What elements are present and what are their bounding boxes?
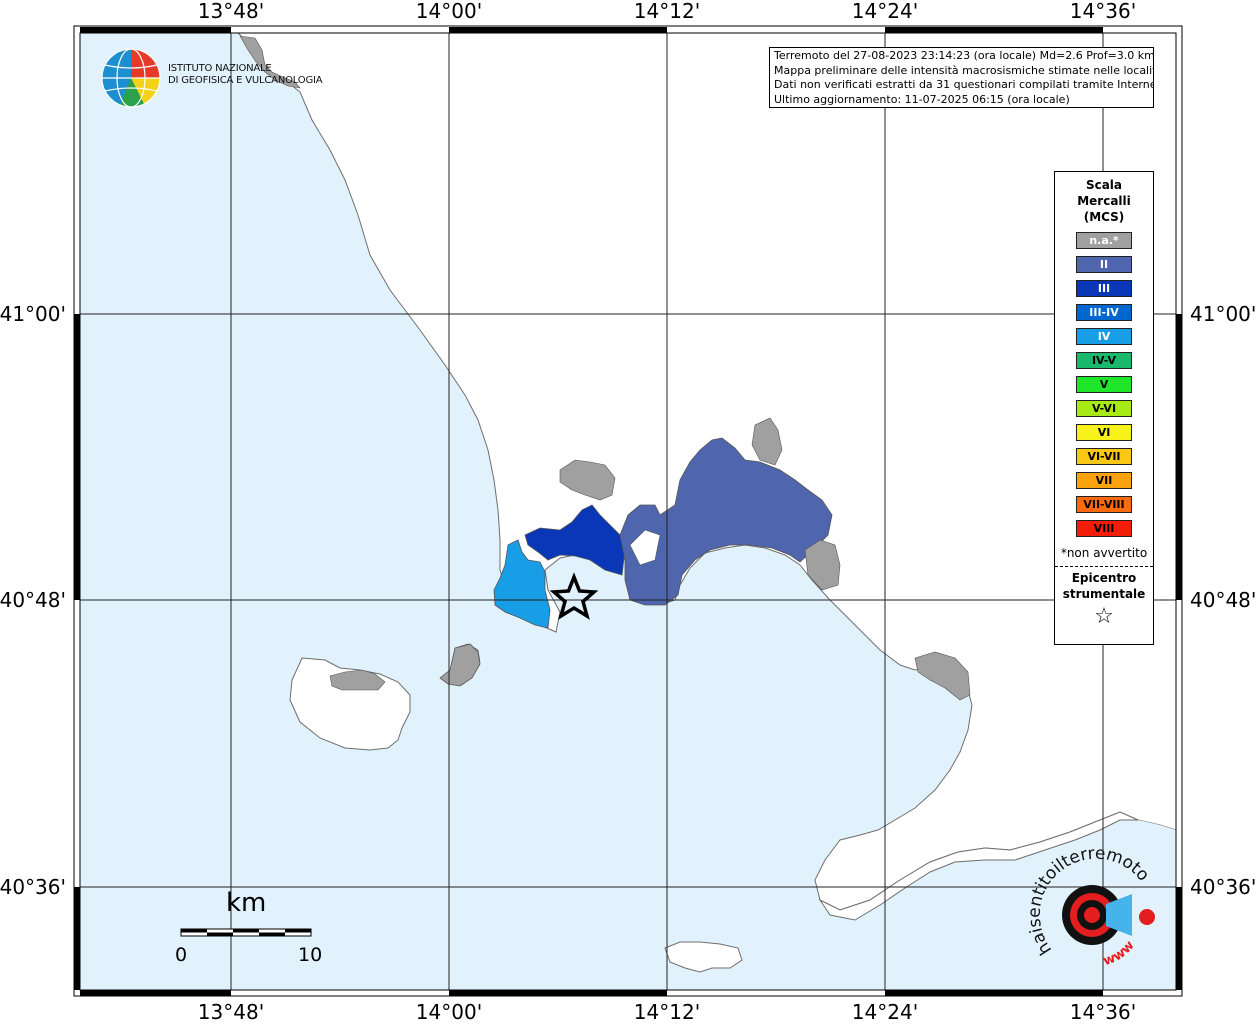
legend-epicenter-line: Epicentro [1071,571,1137,585]
lon-bottom-label: 13°48' [198,1000,264,1024]
graticule [80,33,1176,990]
legend-item: n.a.* [1076,232,1132,249]
lon-bottom-label: 14°24' [852,1000,918,1024]
ingv-name-line1: ISTITUTO NAZIONALE [168,63,272,74]
legend-title-line: (MCS) [1083,210,1125,224]
legend-item: III-IV [1076,304,1132,321]
scale-end: 10 [298,944,323,966]
legend-item: IV [1076,328,1132,345]
legend-item: VII-VIII [1076,496,1132,513]
epicenter-star-icon [549,572,599,620]
zone-iv [493,539,551,629]
legend-item: VII [1076,472,1132,489]
legend-item: VI [1076,424,1132,441]
ingv-name-line2: DI GEOFISICA E VULCANOLOGIA [168,75,323,86]
legend-item: V [1076,376,1132,393]
legend-item: IV-V [1076,352,1132,369]
latitude-labels-right: 41°00' 40°48' 40°36' [1190,302,1256,899]
lat-right-label: 40°48' [1190,588,1256,612]
ingv-name: ISTITUTO NAZIONALE DI GEOFISICA E VULCAN… [168,63,323,87]
zone-ii-hole [629,529,661,566]
procida-island [439,643,481,687]
salerno-gulf [820,812,1176,990]
lat-left-label: 40°48' [0,588,66,612]
lon-bottom-label: 14°12' [634,1000,700,1024]
sorrento-peninsula [818,811,1139,921]
longitude-labels-top: 13°48' 14°00' 14°12' 14°24' 14°36' [198,0,1136,23]
event-info-box: Terremoto del 27-08-2023 23:14:23 (ora l… [769,47,1154,108]
legend-items: n.a.* II III III-IV IV IV-V V V-VI VI VI-VII VII VI… [1055,232,1153,537]
lon-top-label: 14°12' [634,0,700,23]
ingv-logo: ISTITUTO NAZIONALE DI GEOFISICA E VULCAN… [100,47,323,111]
legend-title: Scala Mercalli (MCS) [1055,177,1153,225]
scale-unit: km [226,888,267,918]
lon-bottom-label: 14°00' [416,1000,482,1024]
map-frame [73,25,1183,997]
legend-divider [1055,566,1153,567]
legend-epicenter-title: Epicentro strumentale [1055,570,1153,602]
legend-item: VI-VII [1076,448,1132,465]
ischia-grey [329,669,386,691]
legend-title-line: Mercalli [1077,194,1131,208]
lat-left-label: 41°00' [0,302,66,326]
legend-item: VIII [1076,520,1132,537]
legend-note: *non avvertito [1060,546,1148,560]
lon-top-label: 14°00' [416,0,482,23]
event-info-line: Mappa preliminare delle intensità macros… [774,63,1154,77]
legend-epicenter-line: strumentale [1062,587,1146,601]
globe-logo-icon [101,48,161,108]
lat-left-label: 40°36' [0,875,66,899]
lat-right-label: 40°36' [1190,875,1256,899]
lon-top-label: 14°24' [852,0,918,23]
lon-top-label: 14°36' [1070,0,1136,23]
scale-bar [180,928,312,937]
intensity-legend: Scala Mercalli (MCS) n.a.* II III III-IV IV IV-… [1054,171,1154,645]
event-info-line: Dati non verificati estratti da 31 quest… [774,78,1154,91]
lon-top-label: 13°48' [198,0,264,23]
legend-title-line: Scala [1085,178,1123,192]
scale-start: 0 [175,944,188,966]
lon-bottom-label: 14°36' [1070,1000,1136,1024]
event-info-line: Ultimo aggiornamento: 11-07-2025 06:15 (… [774,92,1070,106]
legend-item: III [1076,280,1132,297]
zone-ii [619,437,833,606]
latitude-labels-left: 41°00' 40°48' 40°36' [0,302,66,899]
legend-item: V-VI [1076,400,1132,417]
legend-star-icon: ☆ [1094,604,1114,629]
event-info-line: Terremoto del 27-08-2023 23:14:23 (ora l… [774,49,1154,62]
capri-island [664,941,743,973]
legend-item: II [1076,256,1132,273]
longitude-labels-bottom: 13°48' 14°00' 14°12' 14°24' 14°36' [198,1000,1136,1024]
lat-right-label: 41°00' [1190,302,1256,326]
